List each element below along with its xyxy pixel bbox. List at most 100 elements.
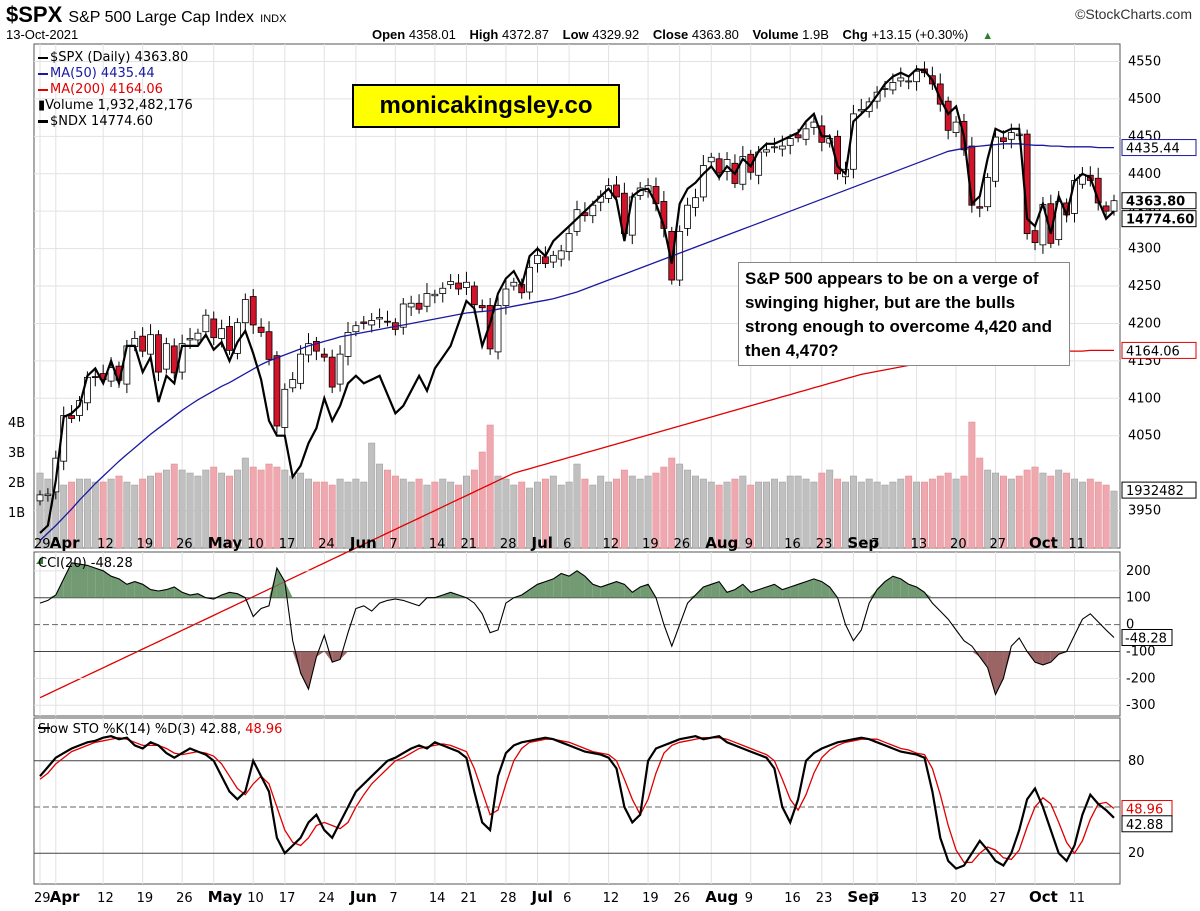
x-tick-label: 9	[745, 891, 753, 906]
x-tick-label: May	[208, 888, 243, 906]
price-tag-box	[1121, 210, 1197, 228]
x-tick-label: 17	[279, 537, 296, 552]
cci-fill-positive	[877, 581, 885, 598]
cci-fill-positive	[758, 586, 767, 598]
candle-body	[91, 376, 99, 378]
volume-bar	[581, 478, 589, 549]
legend-swatch-ma50	[38, 72, 48, 75]
sto-d-line	[39, 737, 1115, 864]
ndx-line	[39, 67, 1115, 534]
volume-bar	[605, 481, 613, 549]
volume-bar	[115, 475, 123, 549]
cci-fill-positive	[190, 593, 198, 598]
candle-body	[312, 341, 320, 352]
volume-bar	[186, 472, 194, 549]
cci-fill-negative	[971, 651, 980, 657]
cci-fill-positive	[553, 573, 562, 598]
x-tick-label: 10	[247, 537, 264, 552]
x-tick-label: 26	[674, 891, 691, 906]
x-tick-label: 13	[911, 891, 928, 906]
index-name: S&P 500 Large Cap Index	[68, 9, 255, 26]
volume-bar	[976, 457, 984, 549]
volume-tick-label: 4B	[8, 416, 25, 431]
volume-bar	[652, 472, 660, 549]
candle-body	[352, 325, 360, 333]
low-label: Low	[562, 27, 589, 42]
candle-body	[218, 328, 226, 339]
x-tick-label: 23	[816, 537, 833, 552]
cci-fill-positive	[221, 592, 230, 598]
volume-bar	[1094, 481, 1102, 549]
legend-ma50-text: MA(50) 4435.44	[50, 66, 155, 81]
close-label: Close	[652, 27, 689, 42]
candle-body	[147, 334, 154, 355]
cci-value-tag: -48.28	[1125, 631, 1167, 646]
candle-body	[549, 254, 557, 263]
candle-body	[305, 343, 312, 356]
watermark-banner: monicakingsley.co	[352, 84, 620, 128]
candle-body	[486, 305, 494, 350]
cci-label-text: CCI(20) -48.28	[38, 556, 133, 571]
legend-ma200-text: MA(200) 4164.06	[50, 82, 163, 97]
volume-tick-label: 1B	[8, 506, 25, 521]
x-tick-label: 7	[871, 891, 879, 906]
candle-body	[992, 136, 999, 182]
cci-fill-positive	[600, 584, 609, 598]
legend-ndx: $NDX 14774.60	[38, 114, 193, 130]
volume-bar	[684, 469, 692, 549]
x-tick-label: 14	[429, 537, 446, 552]
x-tick-label: 6	[563, 537, 571, 552]
candle-body	[399, 303, 407, 328]
legend-volume-text: Volume 1,932,482,176	[45, 98, 193, 113]
volume-bar	[320, 481, 328, 549]
cci-fill-positive	[892, 576, 901, 598]
x-tick-label: 12	[97, 891, 114, 906]
x-tick-label: 28	[500, 891, 517, 906]
cci-fill-positive	[592, 584, 601, 598]
candle-body	[210, 318, 218, 339]
cci-fill-positive	[632, 586, 641, 598]
cci-fill-positive	[63, 562, 72, 598]
volume-bar	[1102, 484, 1110, 549]
volume-bar	[368, 442, 376, 549]
candle-body	[510, 281, 518, 287]
price-tick-label: 4550	[1128, 54, 1161, 69]
x-tick-label: 7	[871, 537, 879, 552]
panel-frame-2	[33, 551, 1121, 717]
cci-tick-label: 200	[1126, 564, 1151, 579]
candle-body	[786, 138, 794, 146]
legend-ma200: MA(200) 4164.06	[38, 82, 193, 98]
legend-swatch-ma200	[38, 88, 48, 91]
x-tick-label: 20	[950, 891, 967, 906]
cci-fill-positive	[624, 584, 633, 598]
cci-fill-positive	[182, 592, 191, 598]
candle-body	[415, 302, 423, 310]
volume-bar	[265, 463, 273, 549]
cci-fill-positive	[766, 584, 775, 598]
x-tick-label: 21	[460, 891, 477, 906]
cci-fill-positive	[521, 589, 530, 598]
cci-fill-negative	[1035, 651, 1043, 665]
volume-label: Volume	[752, 27, 799, 42]
legend-volume: ▮Volume 1,932,482,176	[38, 98, 193, 114]
candle-body	[984, 177, 992, 208]
candle-body	[360, 321, 368, 324]
high-label: High	[469, 27, 499, 42]
price-tick-label: 4050	[1128, 429, 1161, 444]
candle-body	[905, 80, 913, 83]
x-tick-label: 11	[1069, 891, 1086, 906]
candle-body	[897, 77, 905, 82]
x-tick-label: 21	[460, 537, 477, 552]
candle-body	[794, 134, 802, 139]
x-tick-label: 13	[911, 537, 928, 552]
cci-tick-label: -300	[1126, 698, 1156, 713]
candle-body	[463, 281, 470, 288]
volume-bar	[312, 481, 320, 549]
candle-body	[771, 146, 778, 149]
candle-body	[273, 355, 281, 427]
volume-tick-label: 2B	[8, 476, 25, 491]
cci-fill-positive	[774, 584, 783, 598]
volume-bar	[1055, 469, 1063, 549]
cci-fill-positive	[742, 584, 751, 598]
candle-body	[1102, 205, 1110, 212]
